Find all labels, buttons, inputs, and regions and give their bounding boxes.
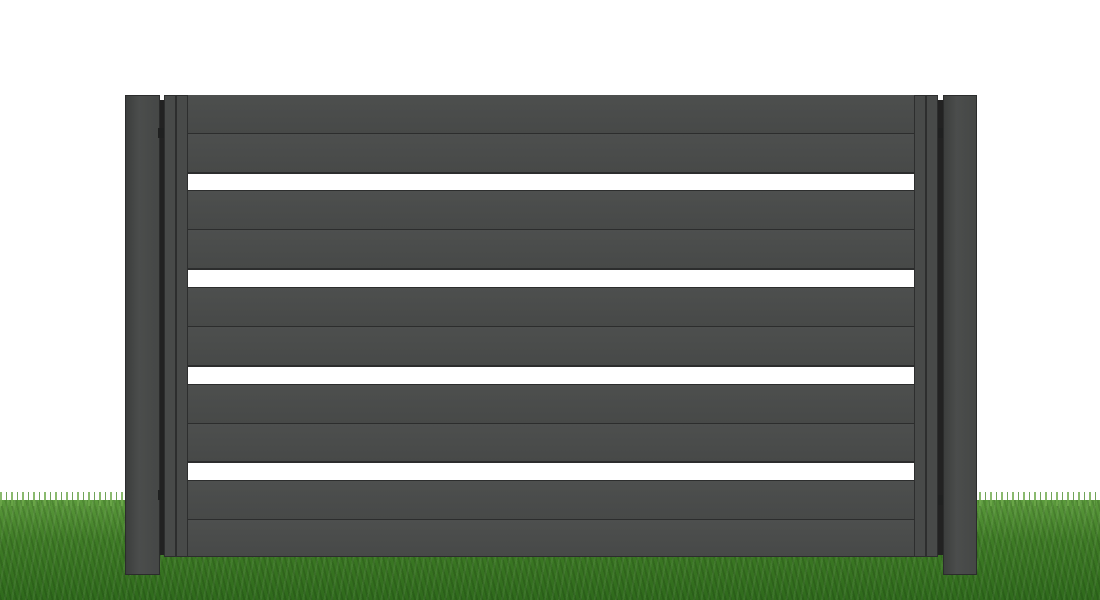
slat-gap — [188, 462, 914, 481]
gate-slat — [188, 481, 914, 520]
hinge-icon — [158, 490, 164, 500]
hinge-icon — [158, 128, 164, 138]
gate-left-outer-stile — [164, 95, 176, 557]
left-post — [125, 95, 160, 575]
gate-slat — [188, 95, 914, 134]
slat-gap — [188, 173, 914, 191]
right-post-gap — [938, 100, 943, 555]
gate-slat — [188, 424, 914, 462]
gate-slat — [188, 385, 914, 424]
gate-right-inner-stile — [914, 95, 926, 557]
slat-gap — [188, 366, 914, 385]
gate-slat — [188, 191, 914, 230]
gate-slat — [188, 327, 914, 366]
latch-icon — [937, 495, 943, 505]
gate-left-inner-stile — [176, 95, 188, 557]
gate-slat — [188, 520, 914, 557]
gate-right-outer-stile — [926, 95, 938, 557]
slat-gap — [188, 269, 914, 288]
right-post — [943, 95, 977, 575]
latch-icon — [937, 128, 943, 138]
left-post-gap — [160, 100, 164, 555]
gate-slat — [188, 230, 914, 269]
gate-slat — [188, 134, 914, 173]
gate-slat — [188, 288, 914, 327]
